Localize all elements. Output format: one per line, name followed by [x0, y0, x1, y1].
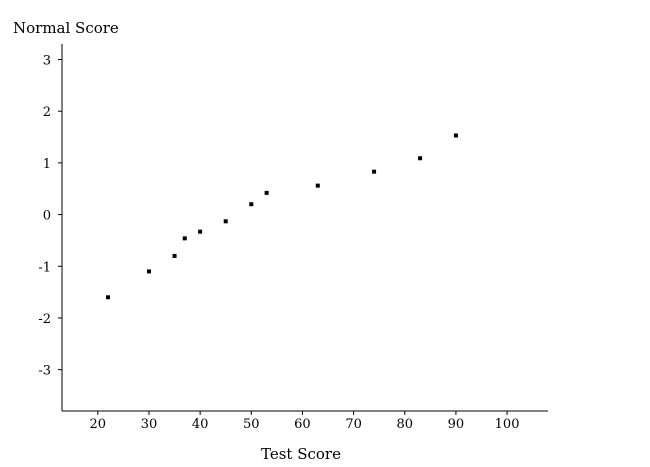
x-tick-label: 100	[495, 417, 520, 432]
y-tick-label: 1	[43, 157, 51, 172]
data-point	[223, 219, 228, 224]
y-tick-label: 3	[43, 54, 51, 69]
y-tick-label: -1	[38, 260, 51, 275]
data-point	[372, 169, 377, 174]
x-tick-label: 70	[345, 417, 362, 432]
data-point	[249, 202, 254, 207]
data-point	[315, 183, 320, 188]
data-point	[106, 295, 111, 300]
x-tick-label: 30	[141, 417, 158, 432]
x-ticks: 20 30 40 50 60 70 80 90 100	[90, 411, 520, 432]
data-point	[146, 269, 151, 274]
y-tick-label: -3	[38, 364, 51, 379]
data-point	[172, 253, 177, 258]
x-tick-label: 40	[192, 417, 209, 432]
x-tick-label: 90	[448, 417, 465, 432]
data-point	[453, 133, 458, 138]
y-axis-label: Normal Score	[13, 19, 119, 37]
data-point	[182, 236, 187, 241]
x-tick-label: 50	[243, 417, 260, 432]
y-tick-label: 0	[43, 209, 51, 224]
x-tick-label: 20	[90, 417, 107, 432]
x-tick-label: 80	[396, 417, 413, 432]
x-axis-label: Test Score	[261, 445, 341, 463]
x-tick-label: 60	[294, 417, 311, 432]
data-points	[106, 133, 458, 300]
data-point	[418, 156, 423, 161]
data-point	[198, 229, 203, 234]
data-point	[264, 190, 269, 195]
y-tick-label: 2	[43, 105, 51, 120]
axes	[61, 44, 548, 412]
y-ticks: 3 2 1 0 -1 -2 -3	[38, 54, 62, 379]
y-tick-label: -2	[38, 312, 51, 327]
